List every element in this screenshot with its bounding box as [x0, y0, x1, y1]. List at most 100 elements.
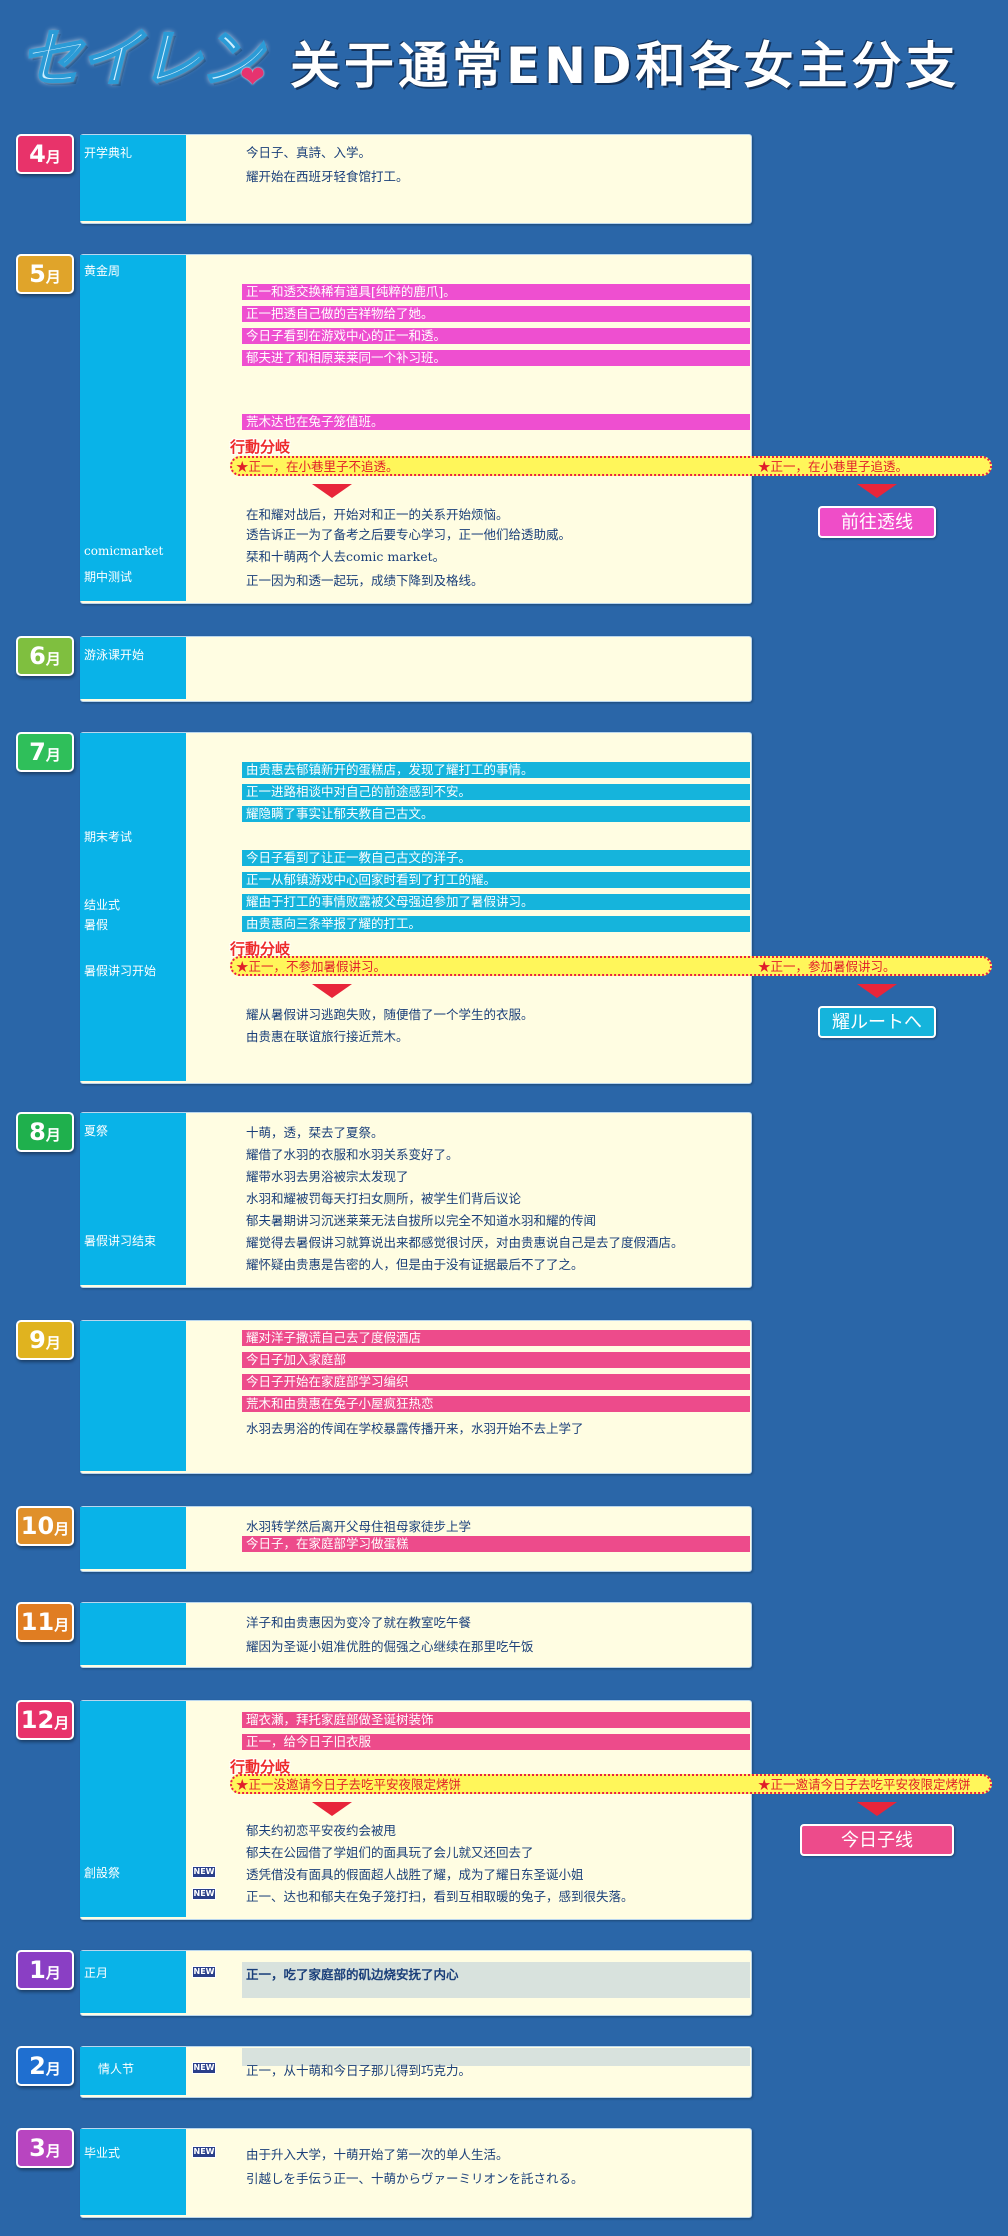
november-sidebar	[80, 1603, 186, 1665]
event-label: 黄金周	[84, 264, 121, 278]
timeline-line: 水羽去男浴的传闻在学校暴露传播开来，水羽开始不去上学了	[246, 1421, 584, 1436]
highlight-line: 正一把透自己做的吉祥物给了她。	[242, 306, 750, 322]
timeline-line: 耀借了水羽的衣服和水羽关系变好了。	[246, 1147, 459, 1162]
page-header: セイレン ❤ 关于通常END和各女主分支	[0, 0, 1008, 120]
choice-option-stay: ★正一没邀请今日子去吃平安夜限定烤饼	[236, 1777, 462, 1792]
february-sidebar	[80, 2047, 186, 2095]
down-arrow-icon	[857, 984, 897, 998]
choice-option-stay: ★正一，不参加暑假讲习。	[236, 959, 387, 974]
timeline-line: 耀开始在西班牙轻食馆打工。	[246, 169, 409, 184]
timeline-line: 正一因为和透一起玩，成绩下降到及格线。	[246, 573, 484, 588]
month-badge-july: 7月	[16, 732, 74, 772]
april-card	[80, 134, 752, 224]
timeline-line: 水羽和耀被罚每天打扫女厕所，被学生们背后议论	[246, 1191, 522, 1206]
september-sidebar	[80, 1321, 186, 1471]
timeline-line: 郁夫约初恋平安夜约会被甩	[246, 1823, 397, 1838]
event-label: 游泳课开始	[84, 648, 145, 662]
march-card	[80, 2128, 752, 2218]
highlight-line: 今日子开始在家庭部学习编织	[242, 1374, 750, 1390]
month-badge-june: 6月	[16, 636, 74, 676]
event-label: 结业式	[84, 898, 121, 912]
new-badge: NEW	[192, 2062, 216, 2074]
timeline-line: 在和耀对战后，开始对和正一的关系开始烦恼。	[246, 507, 509, 522]
timeline-line: 栞和十萌两个人去comic market。	[246, 549, 446, 564]
event-label: 暑假讲习结束	[84, 1234, 157, 1248]
new-badge: NEW	[192, 1866, 216, 1878]
timeline-line: 耀带水羽去男浴被宗太发现了	[246, 1169, 409, 1184]
route-button-toru[interactable]: 前往透线	[818, 506, 936, 538]
timeline-line: 今日子、真詩、入学。	[246, 145, 372, 160]
branch-choice: ★正一没邀请今日子去吃平安夜限定烤饼 ★正一邀请今日子去吃平安夜限定烤饼	[230, 1774, 992, 1794]
timeline-line: 郁夫暑期讲习沉迷莱莱无法自拔所以完全不知道水羽和耀的传闻	[246, 1213, 597, 1228]
january-sidebar	[80, 1951, 186, 2013]
month-badge-may: 5月	[16, 254, 74, 294]
month-badge-january: 1月	[16, 1950, 74, 1990]
event-label: 正月	[84, 1966, 109, 1980]
month-badge-december: 12月	[16, 1700, 74, 1740]
route-button-kyouko[interactable]: 今日子线	[800, 1824, 954, 1856]
highlight-line: 郁夫进了和相原莱莱同一个补习班。	[242, 350, 750, 366]
heart-icon: ❤	[240, 60, 266, 95]
timeline-line: 洋子和由贵惠因为变冷了就在教室吃午餐	[246, 1615, 472, 1630]
route-button-akira[interactable]: 耀ルートへ	[818, 1006, 936, 1038]
event-label: 情人节	[98, 2062, 135, 2076]
july-sidebar	[80, 733, 186, 1081]
branch-tag: 行動分岐	[230, 438, 291, 456]
highlight-line: 正一进路相谈中对自己的前途感到不安。	[242, 784, 750, 800]
timeline-line: 耀觉得去暑假讲习就算说出来都感觉很讨厌，对由贵惠说自己是去了度假酒店。	[246, 1235, 684, 1250]
december-sidebar	[80, 1701, 186, 1917]
down-arrow-icon	[312, 984, 352, 998]
highlight-line: 瑠衣瀬，拜托家庭部做圣诞树装饰	[242, 1712, 750, 1728]
highlight-line: 正一从郁镇游戏中心回家时看到了打工的耀。	[242, 872, 750, 888]
timeline-line: 由贵惠在联谊旅行接近荒木。	[246, 1029, 409, 1044]
timeline-line: 耀怀疑由贵惠是告密的人，但是由于没有证据最后不了了之。	[246, 1257, 584, 1272]
march-sidebar	[80, 2129, 186, 2215]
highlight-line: 正一和透交换稀有道具[纯粹的鹿爪]。	[242, 284, 750, 300]
month-badge-october: 10月	[16, 1506, 74, 1546]
highlight-line: 荒木和由贵惠在兔子小屋疯狂热恋	[242, 1396, 750, 1412]
month-badge-april: 4月	[16, 134, 74, 174]
event-label: 开学典礼	[84, 146, 133, 160]
choice-option-stay: ★正一，在小巷里子不追透。	[236, 459, 399, 474]
new-badge: NEW	[192, 1888, 216, 1900]
highlight-line: 耀对洋子撒谎自己去了度假酒店	[242, 1330, 750, 1346]
highlight-line: 今日子看到在游戏中心的正一和透。	[242, 328, 750, 344]
timeline-line: 正一、达也和郁夫在兔子笼打扫，看到互相取暖的兔子，感到很失落。	[246, 1889, 634, 1904]
event-label: 毕业式	[84, 2146, 121, 2160]
branch-tag: 行動分岐	[230, 1758, 291, 1776]
timeline-line: 十萌，透，栞去了夏祭。	[246, 1125, 384, 1140]
timeline-line: 郁夫在公园借了学姐们的面具玩了会儿就又还回去了	[246, 1845, 534, 1860]
highlight-line: 今日子加入家庭部	[242, 1352, 750, 1368]
down-arrow-icon	[312, 484, 352, 498]
august-card	[80, 1112, 752, 1288]
april-sidebar	[80, 135, 186, 221]
event-label: 夏祭	[84, 1124, 109, 1138]
month-badge-march: 3月	[16, 2128, 74, 2168]
timeline-line: 引越しを手伝う正一、十萌からヴァーミリオンを託される。	[246, 2171, 584, 2186]
june-card	[80, 636, 752, 702]
new-badge: NEW	[192, 1966, 216, 1978]
down-arrow-icon	[857, 484, 897, 498]
timeline-line: 透凭借没有面具的假面超人战胜了耀，成为了耀日东圣诞小姐	[246, 1867, 584, 1882]
new-badge: NEW	[192, 2146, 216, 2158]
timeline-line: 由于升入大学，十萌开始了第一次的单人生活。	[246, 2147, 509, 2162]
month-badge-august: 8月	[16, 1112, 74, 1152]
event-label: 暑假讲习开始	[84, 964, 157, 978]
branch-choice: ★正一，不参加暑假讲习。 ★正一，参加暑假讲习。	[230, 956, 992, 976]
month-badge-february: 2月	[16, 2046, 74, 2086]
highlight-band	[242, 2048, 750, 2066]
event-label: 暑假	[84, 918, 109, 932]
event-label: 期中测试	[84, 570, 133, 584]
june-sidebar	[80, 637, 186, 699]
timeline-line: 水羽转学然后离开父母住祖母家徒步上学	[246, 1519, 472, 1534]
event-label: 期末考试	[84, 830, 133, 844]
august-sidebar	[80, 1113, 186, 1285]
timeline-line: 耀因为圣诞小姐准优胜的倔强之心继续在那里吃午饭	[246, 1639, 534, 1654]
month-badge-september: 9月	[16, 1320, 74, 1360]
timeline-line: 透告诉正一为了备考之后要专心学习，正一他们给透助威。	[246, 527, 572, 542]
highlight-line: 由贵惠去郁镇新开的蛋糕店，发现了耀打工的事情。	[242, 762, 750, 778]
highlight-line: 耀由于打工的事情败露被父母强迫参加了暑假讲习。	[242, 894, 750, 910]
event-label: 創設祭	[84, 1866, 121, 1880]
highlight-line: 正一，给今日子旧衣服	[242, 1734, 750, 1750]
highlight-band	[242, 1962, 750, 1998]
